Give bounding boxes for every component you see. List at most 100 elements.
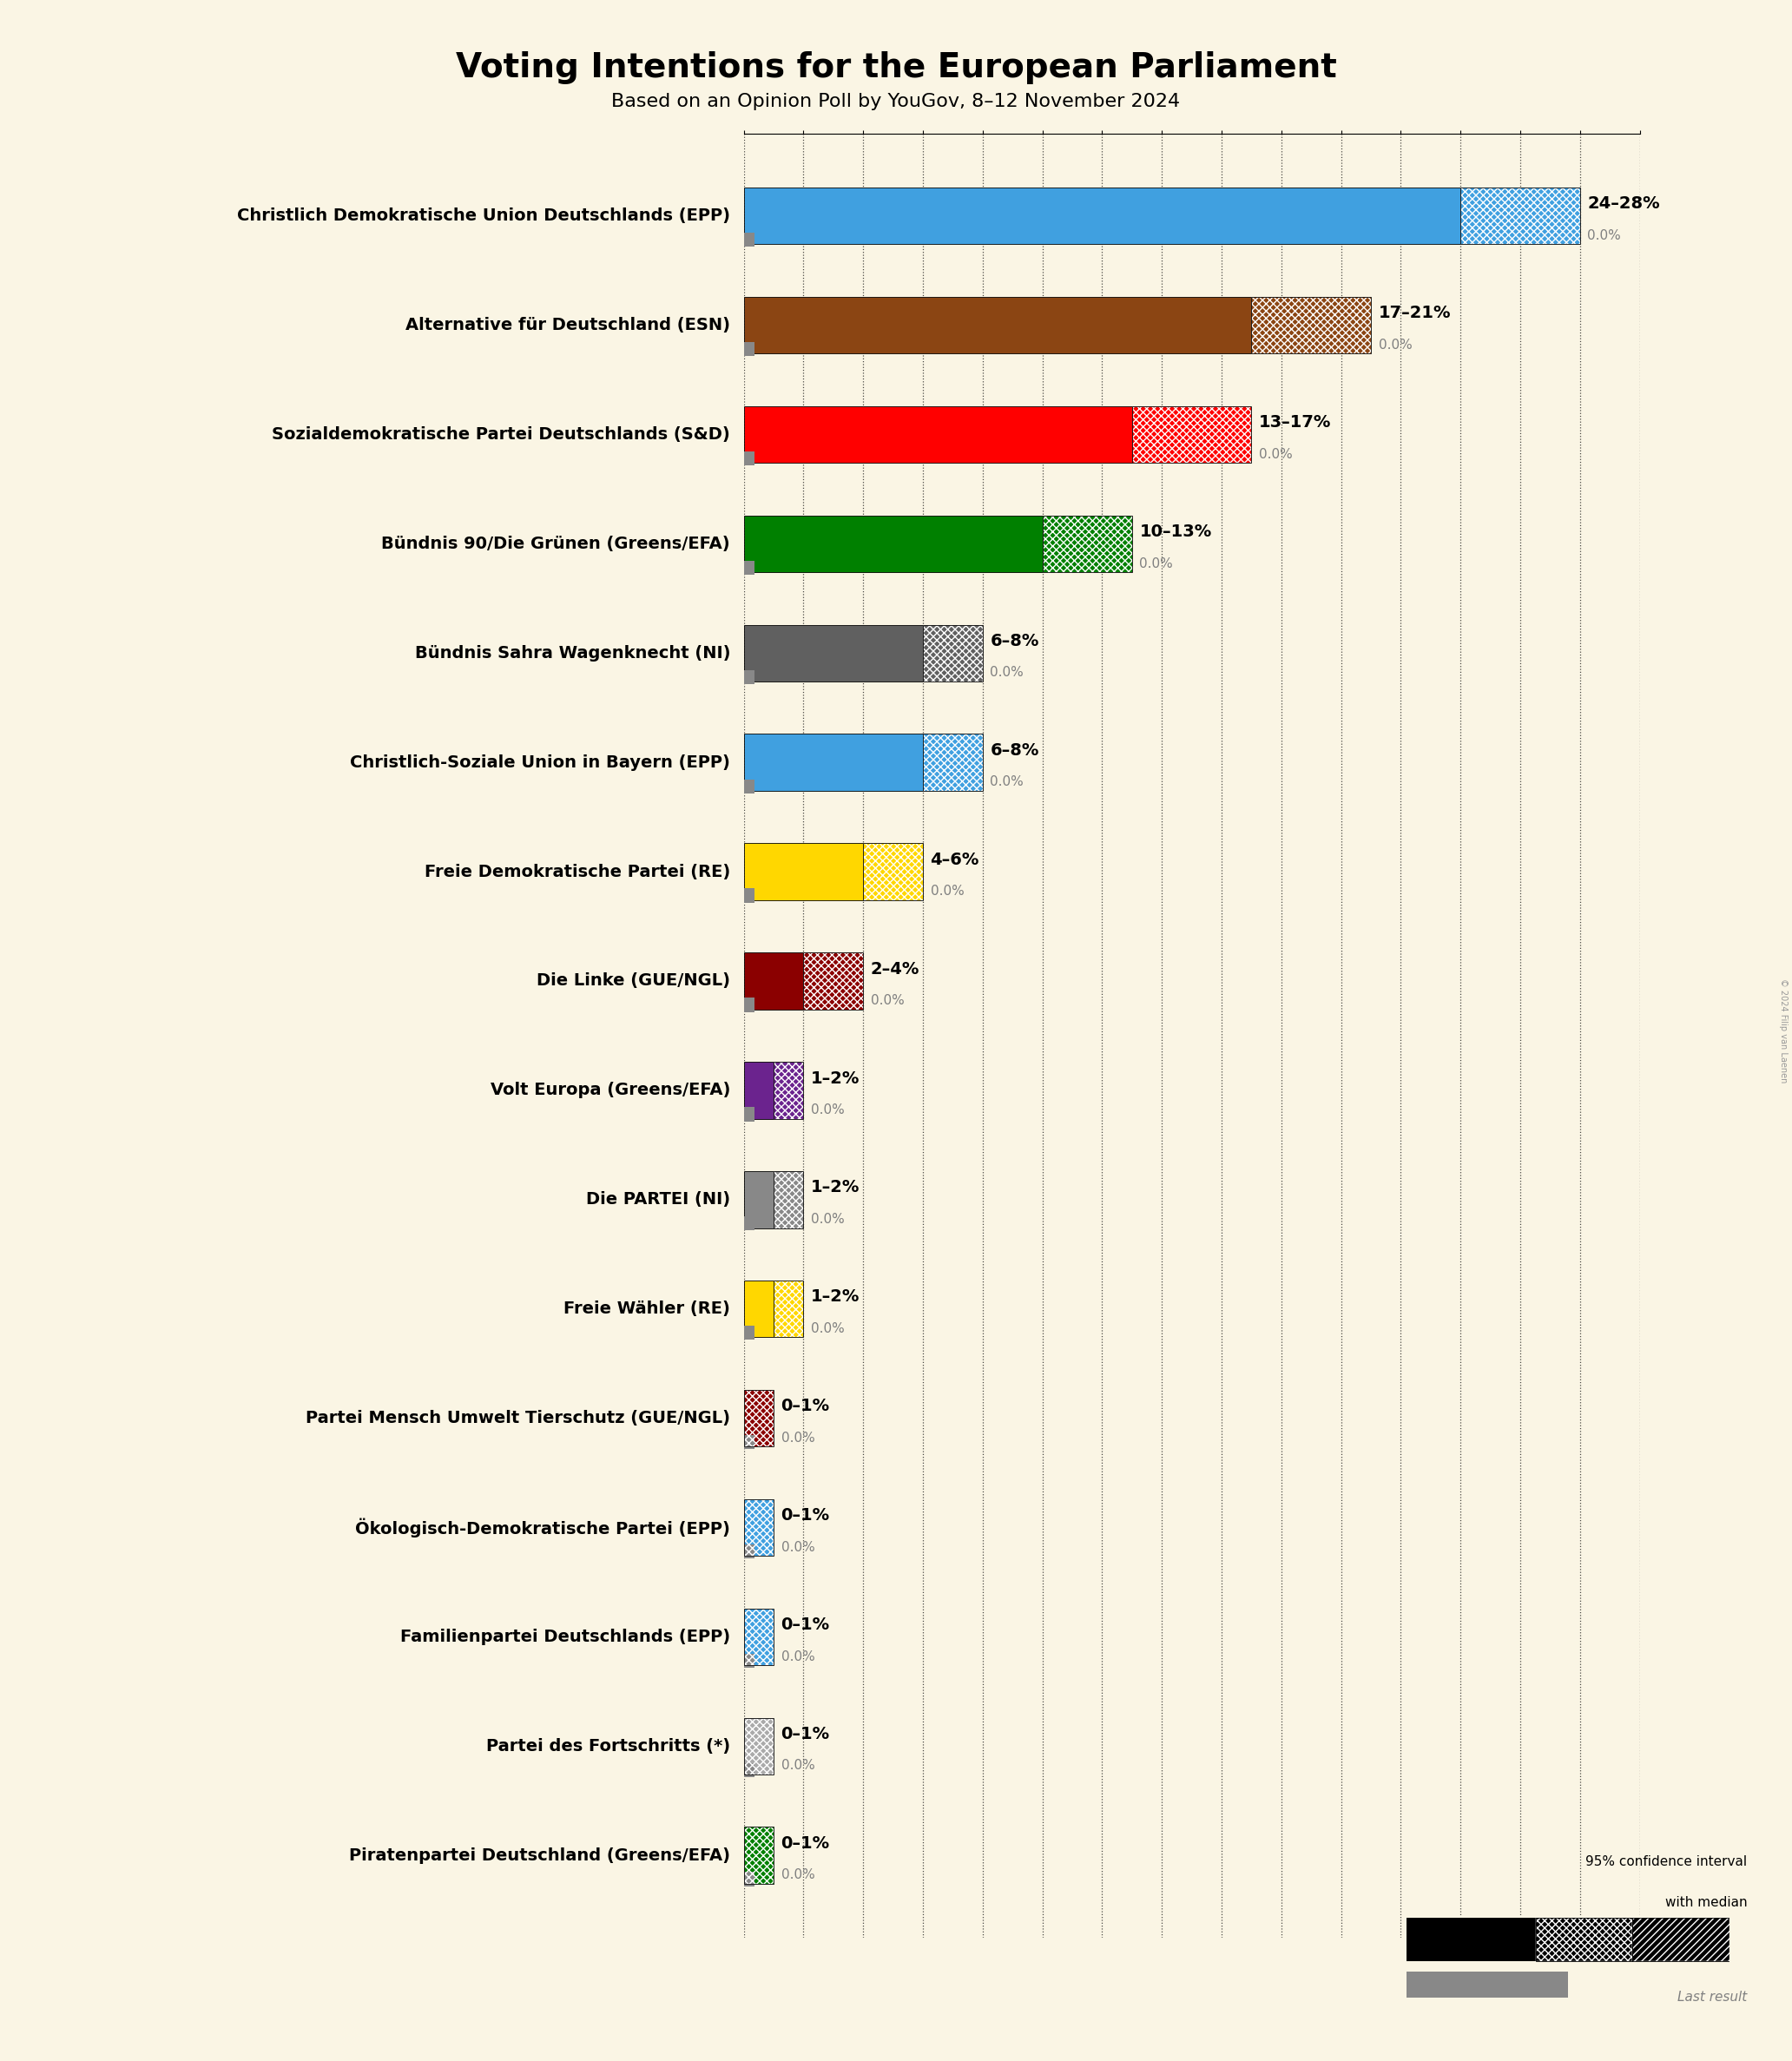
- Bar: [1133, 406, 1251, 464]
- Text: 0.0%: 0.0%: [1140, 556, 1174, 571]
- Bar: [774, 1171, 803, 1228]
- Text: Last result: Last result: [1677, 1991, 1747, 2003]
- Text: Based on an Opinion Poll by YouGov, 8–12 November 2024: Based on an Opinion Poll by YouGov, 8–12…: [611, 93, 1181, 109]
- Text: Freie Demokratische Partei (RE): Freie Demokratische Partei (RE): [425, 864, 731, 880]
- Bar: [1043, 515, 1133, 573]
- Bar: [923, 734, 982, 791]
- Bar: [1633, 1919, 1729, 1960]
- Text: 0–1%: 0–1%: [781, 1725, 830, 1742]
- Text: 0.0%: 0.0%: [810, 1212, 844, 1226]
- Text: 0–1%: 0–1%: [781, 1397, 830, 1414]
- Bar: [744, 1498, 774, 1556]
- Text: 0.0%: 0.0%: [1378, 338, 1412, 352]
- Bar: [744, 1762, 754, 1777]
- Text: 0.0%: 0.0%: [810, 1321, 844, 1336]
- Bar: [1407, 1919, 1536, 1960]
- Bar: [1633, 1919, 1729, 1960]
- Bar: [803, 952, 864, 1010]
- Bar: [774, 1171, 803, 1228]
- Text: 10–13%: 10–13%: [1140, 523, 1211, 540]
- Bar: [1460, 188, 1581, 245]
- Bar: [1460, 188, 1581, 245]
- Text: Die Linke (GUE/NGL): Die Linke (GUE/NGL): [536, 973, 731, 989]
- Text: Partei Mensch Umwelt Tierschutz (GUE/NGL): Partei Mensch Umwelt Tierschutz (GUE/NGL…: [306, 1410, 731, 1426]
- Text: Bündnis Sahra Wagenknecht (NI): Bündnis Sahra Wagenknecht (NI): [414, 645, 731, 662]
- Bar: [1133, 406, 1251, 464]
- Bar: [774, 1280, 803, 1338]
- Bar: [1407, 1972, 1568, 1997]
- Text: © 2024 Filip van Laenen: © 2024 Filip van Laenen: [1779, 979, 1787, 1082]
- Bar: [774, 1061, 803, 1119]
- Bar: [774, 1280, 803, 1338]
- Text: Familienpartei Deutschlands (EPP): Familienpartei Deutschlands (EPP): [400, 1628, 731, 1645]
- Bar: [744, 1826, 774, 1884]
- Bar: [744, 1826, 774, 1884]
- Bar: [744, 1107, 754, 1121]
- Bar: [744, 1544, 754, 1558]
- Text: 6–8%: 6–8%: [991, 633, 1039, 649]
- Bar: [803, 952, 864, 1010]
- Bar: [744, 1826, 774, 1884]
- Text: 0–1%: 0–1%: [781, 1507, 830, 1523]
- Bar: [744, 1280, 774, 1338]
- Bar: [744, 451, 754, 466]
- Bar: [744, 1389, 774, 1447]
- Bar: [923, 734, 982, 791]
- Bar: [744, 624, 923, 682]
- Bar: [744, 1498, 774, 1556]
- Bar: [774, 1280, 803, 1338]
- Bar: [744, 1325, 754, 1340]
- Bar: [1460, 188, 1581, 245]
- Bar: [744, 998, 754, 1012]
- Text: 1–2%: 1–2%: [810, 1070, 860, 1086]
- Bar: [923, 624, 982, 682]
- Text: 0.0%: 0.0%: [1258, 447, 1292, 462]
- Bar: [744, 188, 1460, 245]
- Bar: [744, 1216, 754, 1230]
- Text: 13–17%: 13–17%: [1258, 414, 1331, 431]
- Bar: [744, 297, 1251, 354]
- Text: Piratenpartei Deutschland (Greens/EFA): Piratenpartei Deutschland (Greens/EFA): [349, 1847, 731, 1863]
- Bar: [1251, 297, 1371, 354]
- Text: Alternative für Deutschland (ESN): Alternative für Deutschland (ESN): [405, 317, 731, 334]
- Text: 0.0%: 0.0%: [991, 666, 1023, 680]
- Bar: [1251, 297, 1371, 354]
- Bar: [744, 734, 923, 791]
- Text: Partei des Fortschritts (*): Partei des Fortschritts (*): [486, 1737, 731, 1754]
- Bar: [1633, 1919, 1729, 1960]
- Text: Volt Europa (Greens/EFA): Volt Europa (Greens/EFA): [491, 1082, 731, 1099]
- Text: 0.0%: 0.0%: [781, 1869, 815, 1882]
- Text: 1–2%: 1–2%: [810, 1288, 860, 1305]
- Bar: [774, 1061, 803, 1119]
- Bar: [744, 1171, 774, 1228]
- Bar: [744, 1389, 774, 1447]
- Bar: [864, 843, 923, 901]
- Bar: [1536, 1919, 1633, 1960]
- Bar: [864, 843, 923, 901]
- Text: 17–21%: 17–21%: [1378, 305, 1452, 322]
- Text: 0.0%: 0.0%: [781, 1651, 815, 1663]
- Bar: [923, 624, 982, 682]
- Bar: [1536, 1919, 1633, 1960]
- Bar: [744, 342, 754, 357]
- Text: 0.0%: 0.0%: [1588, 229, 1622, 241]
- Text: Voting Intentions for the European Parliament: Voting Intentions for the European Parli…: [455, 52, 1337, 85]
- Bar: [1043, 515, 1133, 573]
- Bar: [744, 1871, 754, 1886]
- Text: Christlich-Soziale Union in Bayern (EPP): Christlich-Soziale Union in Bayern (EPP): [349, 754, 731, 771]
- Bar: [744, 1608, 774, 1665]
- Bar: [744, 1061, 774, 1119]
- Text: Bündnis 90/Die Grünen (Greens/EFA): Bündnis 90/Die Grünen (Greens/EFA): [382, 536, 731, 552]
- Bar: [744, 1498, 774, 1556]
- Text: Christlich Demokratische Union Deutschlands (EPP): Christlich Demokratische Union Deutschla…: [237, 208, 731, 225]
- Bar: [1251, 297, 1371, 354]
- Text: 6–8%: 6–8%: [991, 742, 1039, 758]
- Bar: [744, 406, 1133, 464]
- Bar: [744, 1608, 774, 1665]
- Bar: [744, 888, 754, 903]
- Text: 1–2%: 1–2%: [810, 1179, 860, 1195]
- Bar: [744, 233, 754, 247]
- Text: 0.0%: 0.0%: [781, 1430, 815, 1445]
- Text: Ökologisch-Demokratische Partei (EPP): Ökologisch-Demokratische Partei (EPP): [355, 1517, 731, 1538]
- Bar: [744, 779, 754, 793]
